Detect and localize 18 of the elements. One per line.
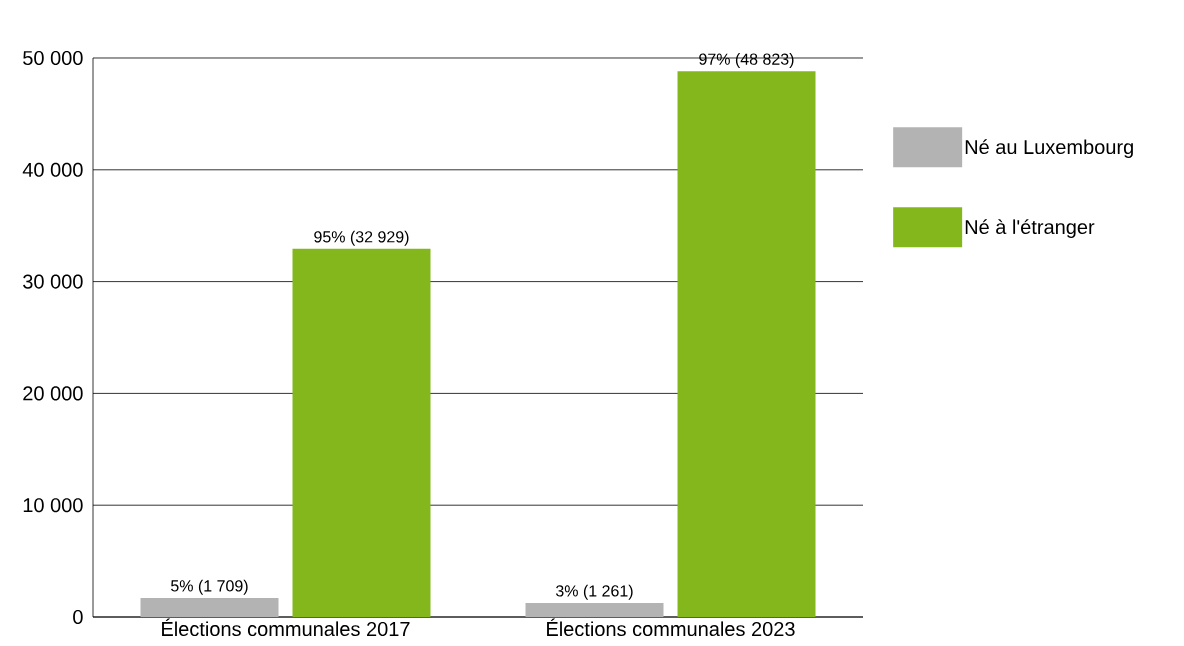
bar (677, 71, 816, 617)
data-label: 95% (32 929) (314, 230, 409, 246)
y-tick-label: 10 000 (23, 498, 83, 513)
x-tick-label: Élections communales 2023 (547, 618, 795, 637)
bar (140, 597, 279, 617)
legend-label: Né au Luxembourg (965, 139, 1133, 159)
data-label: 3% (1 261) (555, 584, 633, 600)
x-tick-label: Élections communales 2017 (162, 618, 410, 637)
legend-label: Né à l'étranger (965, 219, 1095, 239)
y-tick-label: 50 000 (23, 50, 83, 66)
bar (525, 602, 664, 617)
y-tick-label: 20 000 (23, 386, 83, 401)
y-tick-label: 0 (73, 609, 83, 625)
data-label: 97% (48 823) (699, 53, 794, 68)
y-tick-label: 30 000 (23, 274, 83, 289)
data-label: 5% (1 709) (171, 579, 248, 595)
y-tick-label: 40 000 (22, 162, 83, 177)
bar (292, 248, 431, 617)
